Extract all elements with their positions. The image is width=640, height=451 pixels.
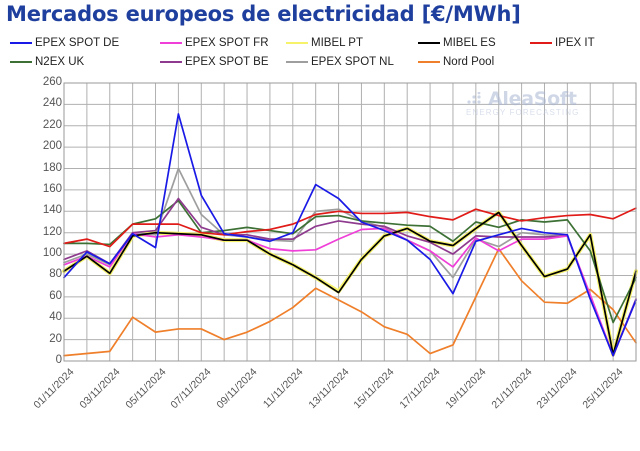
page-title: Mercados europeos de electricidad [€/MWh… [6,2,521,26]
legend-item-mibel-es[interactable]: MIBEL ES [418,37,496,49]
legend-item-ipex-it[interactable]: IPEX IT [530,37,595,49]
chart-legend: EPEX SPOT DE EPEX SPOT FR MIBEL PT MIBEL ES… [10,33,638,71]
legend-label: EPEX SPOT BE [185,55,269,68]
y-axis-tick-label: 200 [42,140,62,153]
legend-color-swatch [10,41,32,44]
legend-color-swatch [418,60,440,63]
legend-label: IPEX IT [555,36,595,49]
y-axis-tick-label: 240 [42,97,62,110]
legend-row: EPEX SPOT DE EPEX SPOT FR MIBEL PT MIBEL ES… [10,33,638,52]
y-axis-tick-label: 140 [42,204,62,217]
legend-label: N2EX UK [35,55,85,68]
legend-color-swatch [286,60,308,63]
y-axis-tick-label: 120 [42,225,62,238]
legend-color-swatch [418,41,440,44]
y-axis-tick-label: 0 [55,354,62,366]
series-line-n2ex-uk [63,199,637,324]
legend-item-n2ex-uk[interactable]: N2EX UK [10,56,84,68]
legend-color-swatch [160,41,182,44]
series-line-nord-pool [63,247,637,357]
legend-color-swatch [160,60,182,63]
legend-item-epex-spot-fr[interactable]: EPEX SPOT FR [160,37,269,49]
legend-item-epex-spot-de[interactable]: EPEX SPOT DE [10,37,119,49]
y-axis-tick-label: 160 [42,182,62,195]
y-axis-tick-label: 60 [49,289,62,302]
legend-label: Nord Pool [443,55,495,68]
legend-label: MIBEL PT [311,36,363,49]
series-line-epex-spot-de [63,113,637,357]
legend-item-epex-spot-be[interactable]: EPEX SPOT BE [160,56,269,68]
series-line-mibel-es [63,211,637,356]
legend-item-epex-spot-nl[interactable]: EPEX SPOT NL [286,56,394,68]
legend-item-mibel-pt[interactable]: MIBEL PT [286,37,363,49]
y-axis-tick-label: 220 [42,118,62,131]
y-axis-tick-label: 260 [42,76,62,88]
y-axis-tick-label: 20 [49,332,62,345]
series-line-epex-spot-fr [63,227,637,357]
legend-label: EPEX SPOT FR [185,36,269,49]
legend-label: EPEX SPOT NL [311,55,394,68]
y-axis-tick-label: 180 [42,161,62,174]
plot-border [63,82,637,362]
y-axis-tick-label: 40 [49,311,62,324]
legend-color-swatch [530,41,552,44]
y-axis-tick-label: 100 [42,247,62,260]
legend-color-swatch [10,60,32,63]
legend-item-nord-pool[interactable]: Nord Pool [418,56,494,68]
legend-row: N2EX UK EPEX SPOT BE EPEX SPOT NL Nord Pool [10,52,638,71]
y-axis-tick-label: 80 [49,268,62,281]
series-group [62,113,638,357]
legend-color-swatch [286,41,308,44]
legend-label: MIBEL ES [443,36,496,49]
legend-label: EPEX SPOT DE [35,36,120,49]
